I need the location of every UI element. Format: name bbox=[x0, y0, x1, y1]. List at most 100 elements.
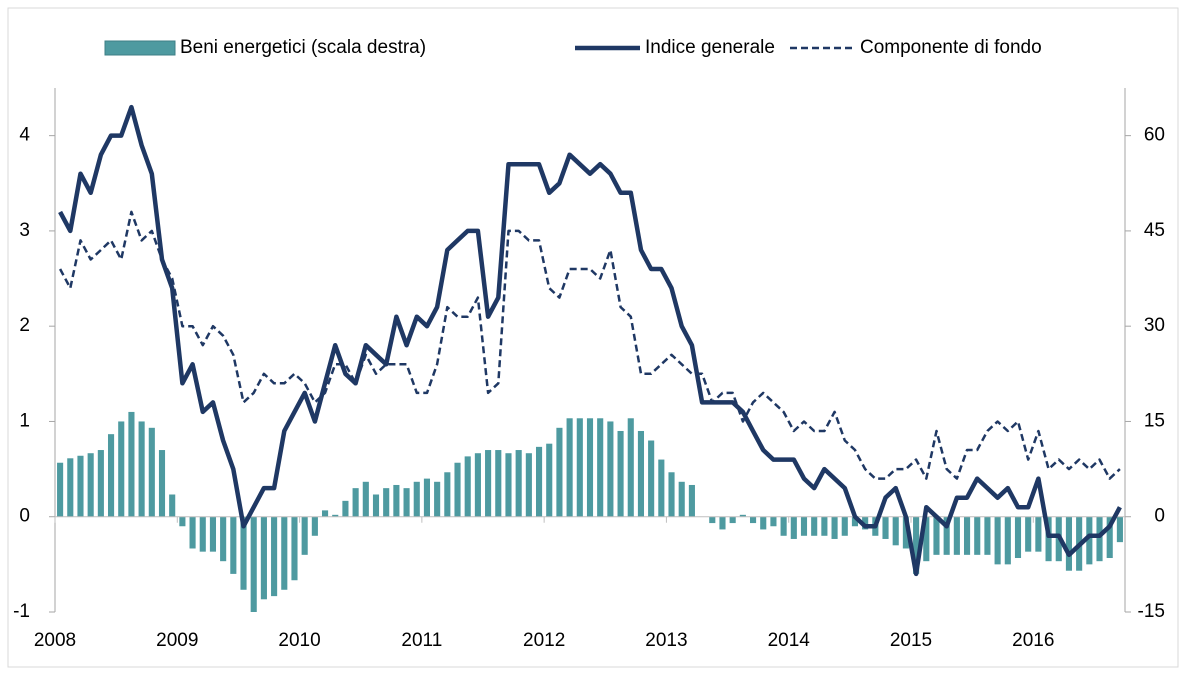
bar bbox=[709, 516, 716, 524]
bar bbox=[342, 500, 349, 517]
bar bbox=[566, 418, 573, 517]
bar bbox=[199, 516, 206, 552]
x-tick-label: 2011 bbox=[401, 630, 442, 651]
bar bbox=[862, 516, 869, 530]
bar bbox=[362, 481, 369, 517]
bar bbox=[963, 516, 971, 555]
y-tick-label: 3 bbox=[19, 220, 30, 241]
bar bbox=[892, 516, 899, 546]
bar bbox=[1106, 516, 1113, 559]
bar bbox=[332, 514, 339, 517]
bar bbox=[485, 450, 492, 517]
legend-label: Indice generale bbox=[645, 37, 775, 58]
bar bbox=[729, 516, 736, 524]
bar bbox=[668, 472, 675, 517]
bar bbox=[770, 516, 777, 527]
bar bbox=[648, 440, 655, 517]
bar bbox=[311, 516, 318, 536]
bar bbox=[943, 516, 950, 555]
bar bbox=[271, 516, 278, 597]
bar bbox=[250, 516, 257, 612]
bar bbox=[556, 427, 563, 517]
bar bbox=[138, 421, 145, 517]
bar bbox=[1086, 516, 1093, 565]
bar bbox=[658, 459, 665, 517]
legend-swatch bbox=[104, 40, 176, 56]
bar bbox=[189, 516, 196, 549]
bar bbox=[403, 488, 410, 517]
bar bbox=[760, 516, 767, 530]
bar bbox=[1065, 516, 1073, 571]
bar bbox=[678, 481, 685, 517]
line bbox=[58, 104, 1122, 577]
bar bbox=[97, 450, 104, 517]
bar bbox=[1025, 516, 1032, 552]
bar bbox=[240, 516, 247, 590]
bar bbox=[505, 453, 512, 517]
x-tick-label: 2008 bbox=[34, 630, 76, 651]
bar bbox=[1004, 516, 1011, 565]
y2-tick-label: 60 bbox=[1144, 125, 1165, 146]
bar bbox=[902, 516, 909, 549]
bar bbox=[158, 450, 166, 517]
bar bbox=[780, 516, 787, 536]
bar bbox=[209, 516, 217, 552]
bar bbox=[291, 516, 298, 581]
bar bbox=[617, 430, 624, 517]
bar bbox=[841, 516, 848, 536]
x-tick-label: 2012 bbox=[523, 630, 565, 651]
legend-label: Beni energetici (scala destra) bbox=[180, 37, 426, 58]
x-tick-label: 2015 bbox=[890, 630, 932, 651]
bar bbox=[739, 514, 746, 517]
bar bbox=[546, 443, 553, 517]
y2-tick-label: 45 bbox=[1144, 220, 1165, 241]
bar bbox=[627, 418, 634, 517]
bar bbox=[576, 418, 583, 517]
bar bbox=[77, 455, 84, 517]
bar bbox=[790, 516, 797, 539]
bar bbox=[688, 484, 695, 517]
y2-tick-label: 15 bbox=[1144, 410, 1165, 431]
line bbox=[58, 210, 1121, 480]
bar bbox=[281, 516, 288, 590]
y-tick-label: 4 bbox=[19, 125, 30, 146]
bar bbox=[169, 494, 176, 517]
bar bbox=[597, 418, 604, 517]
bar bbox=[352, 488, 359, 517]
bar bbox=[321, 510, 329, 517]
bar bbox=[372, 494, 380, 517]
bar bbox=[118, 421, 125, 517]
bar bbox=[515, 450, 522, 517]
bar bbox=[851, 516, 859, 527]
bar bbox=[393, 484, 400, 517]
y-tick-label: 0 bbox=[19, 506, 30, 527]
bar bbox=[260, 516, 267, 600]
legend-label: Componente di fondo bbox=[860, 37, 1042, 58]
bar bbox=[57, 462, 64, 517]
bar bbox=[67, 458, 74, 517]
bar bbox=[148, 427, 155, 517]
bar bbox=[821, 516, 828, 536]
bar bbox=[535, 446, 543, 517]
x-tick-label: 2010 bbox=[278, 630, 320, 651]
bar bbox=[933, 516, 940, 555]
bar bbox=[637, 430, 645, 517]
bar bbox=[831, 516, 838, 539]
y2-tick-label: 30 bbox=[1144, 315, 1165, 336]
y2-tick-label: -15 bbox=[1138, 601, 1165, 622]
y2-tick-label: 0 bbox=[1154, 506, 1165, 527]
chart-frame bbox=[7, 7, 1179, 668]
x-tick-label: 2014 bbox=[768, 630, 811, 651]
bar bbox=[984, 516, 991, 555]
bar bbox=[474, 453, 481, 517]
bar bbox=[586, 418, 594, 517]
bar bbox=[434, 481, 441, 517]
bar bbox=[913, 516, 920, 574]
bar bbox=[107, 434, 115, 517]
bar bbox=[607, 421, 614, 517]
x-tick-label: 2009 bbox=[156, 630, 198, 651]
bar bbox=[301, 516, 308, 555]
bar bbox=[1035, 516, 1042, 552]
